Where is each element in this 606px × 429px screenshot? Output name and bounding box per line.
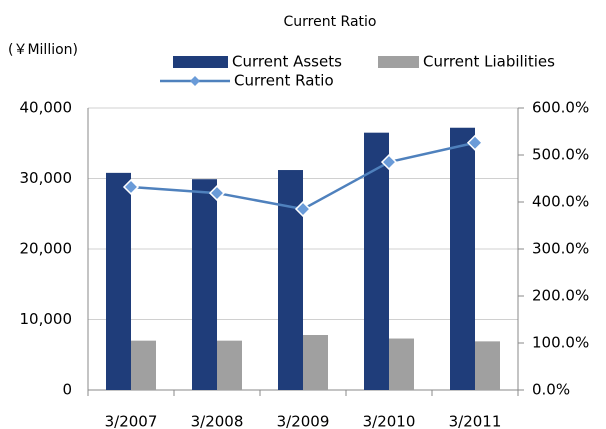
legend-label: Current Assets bbox=[232, 53, 342, 71]
legend-label: Current Liabilities bbox=[423, 53, 555, 71]
x-tick-label: 3/2010 bbox=[363, 413, 416, 429]
bar bbox=[389, 338, 414, 390]
y-tick-label: 0 bbox=[62, 381, 72, 399]
legend-swatch bbox=[173, 56, 228, 68]
line-marker bbox=[466, 134, 484, 151]
bar bbox=[217, 340, 242, 390]
legend-swatch bbox=[378, 56, 419, 68]
y-tick-label: 10,000 bbox=[20, 310, 73, 328]
y-tick-label: 40,000 bbox=[20, 99, 73, 117]
y-tick-label: 20,000 bbox=[20, 240, 73, 258]
y-axis-label: (￥Million) bbox=[8, 42, 78, 58]
legend-marker bbox=[190, 76, 200, 86]
y2-tick-label: 200.0% bbox=[532, 287, 589, 305]
chart-title: Current Ratio bbox=[284, 14, 377, 30]
bar bbox=[131, 340, 156, 390]
line-marker bbox=[380, 153, 398, 171]
y-tick-label: 30,000 bbox=[20, 169, 73, 187]
bar bbox=[278, 170, 303, 390]
y2-tick-label: 400.0% bbox=[532, 193, 589, 211]
line-marker bbox=[208, 185, 226, 202]
legend-label: Current Ratio bbox=[234, 72, 334, 90]
x-tick-label: 3/2011 bbox=[449, 413, 502, 429]
y2-tick-label: 0.0% bbox=[532, 381, 570, 399]
y2-tick-label: 100.0% bbox=[532, 334, 589, 352]
x-tick-label: 3/2009 bbox=[277, 413, 330, 429]
bar bbox=[364, 132, 389, 391]
bar bbox=[106, 172, 131, 390]
bar bbox=[450, 127, 475, 391]
x-tick-label: 3/2007 bbox=[105, 413, 158, 429]
line-marker bbox=[294, 200, 312, 218]
y2-tick-label: 600.0% bbox=[532, 99, 589, 117]
bar bbox=[475, 341, 500, 390]
bar bbox=[192, 179, 217, 390]
y2-tick-label: 500.0% bbox=[532, 146, 589, 164]
y2-tick-label: 300.0% bbox=[532, 240, 589, 258]
bar bbox=[303, 335, 328, 390]
line-marker bbox=[122, 178, 140, 196]
x-tick-label: 3/2008 bbox=[191, 413, 244, 429]
